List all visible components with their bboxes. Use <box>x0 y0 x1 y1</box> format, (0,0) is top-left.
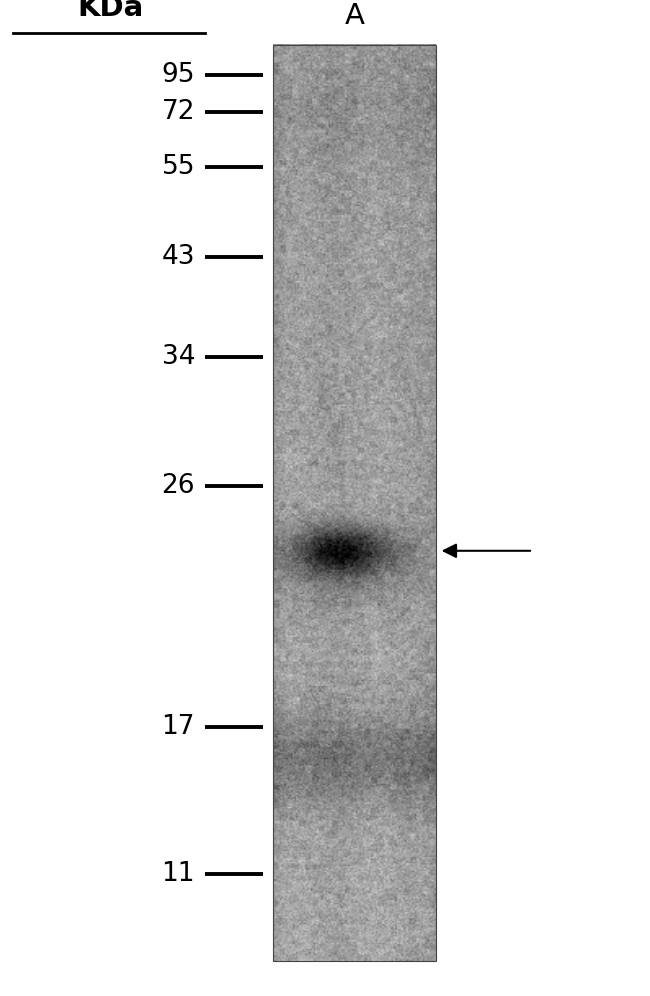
Text: 43: 43 <box>161 244 195 270</box>
Text: 34: 34 <box>161 344 195 370</box>
Text: 26: 26 <box>161 473 195 499</box>
Text: A: A <box>344 2 364 30</box>
Text: KDa: KDa <box>77 0 144 22</box>
Text: 95: 95 <box>161 62 195 88</box>
Text: 11: 11 <box>161 862 195 887</box>
Text: 72: 72 <box>161 99 195 124</box>
Text: 17: 17 <box>161 714 195 740</box>
Bar <box>273 45 436 961</box>
Text: 55: 55 <box>161 154 195 180</box>
